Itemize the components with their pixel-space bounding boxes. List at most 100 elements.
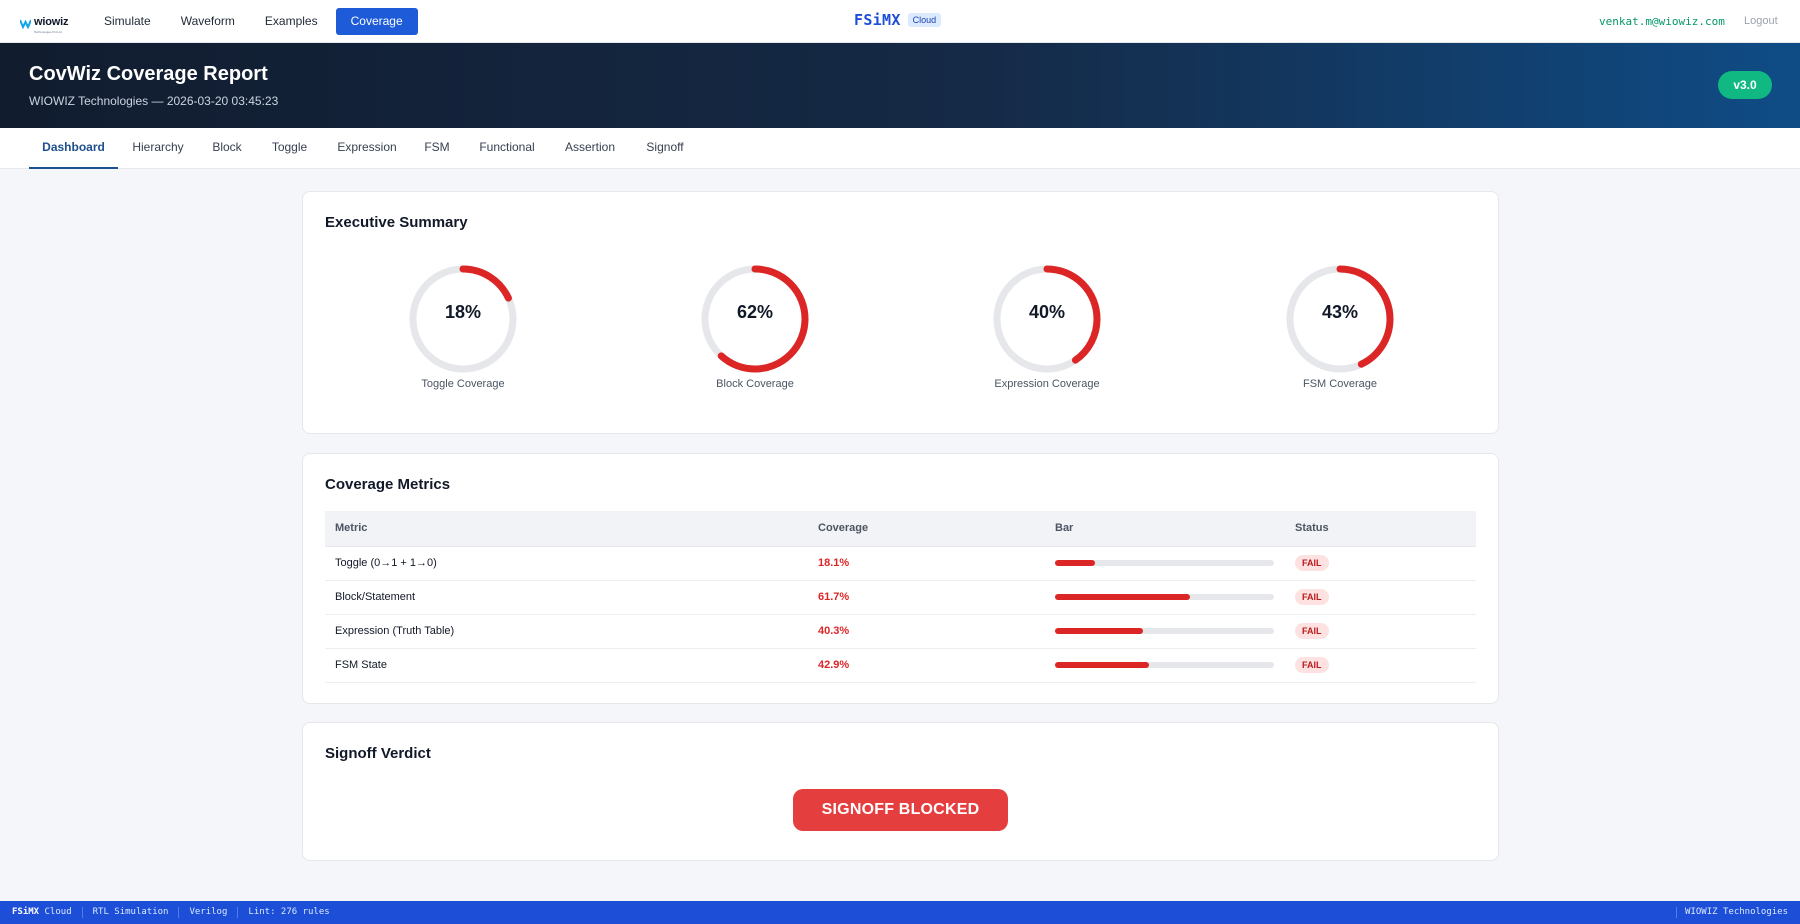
executive-summary-card: Executive Summary 18% Toggle Coverage 62… xyxy=(302,191,1499,434)
brand-name: FSiMX xyxy=(854,11,901,29)
gauge-toggle-value: 18% xyxy=(444,302,482,322)
gauge-expression-ring xyxy=(993,265,1101,373)
status-bar-company: WIOWIZ Technologies xyxy=(1676,907,1788,918)
nav-examples[interactable]: Examples xyxy=(253,8,330,35)
header-bar[interactable]: Bar xyxy=(1045,511,1285,547)
metric-bar-cell xyxy=(1045,546,1285,581)
tab-expression[interactable]: Expression xyxy=(337,140,397,154)
gauge-block-ring xyxy=(701,265,809,373)
coverage-bar xyxy=(1055,662,1274,668)
signoff-blocked-button[interactable]: SIGNOFF BLOCKED xyxy=(793,789,1008,831)
main-nav: Simulate Waveform Examples Coverage xyxy=(92,8,418,35)
metric-name: Expression (Truth Table) xyxy=(325,614,808,649)
metric-coverage: 40.3% xyxy=(808,614,1045,649)
tab-signoff[interactable]: Signoff xyxy=(646,140,684,154)
gauge-expression-arc xyxy=(993,265,1101,373)
tab-functional[interactable]: Functional xyxy=(479,140,535,154)
gauge-block-label: Block Coverage xyxy=(716,378,794,390)
gauge-fsm-ring xyxy=(1286,265,1394,373)
top-navigation: wiowiz Technologies Pvt Ltd Simulate Wav… xyxy=(0,0,1800,43)
gauge-expression-value: 40% xyxy=(1028,302,1066,322)
coverage-bar xyxy=(1055,628,1274,634)
gauge-fsm-arc xyxy=(1286,265,1394,373)
header-status[interactable]: Status xyxy=(1285,511,1476,547)
metric-name: Block/Statement xyxy=(325,580,808,615)
status-bar-left: FSiMX Cloud RTL Simulation Verilog Lint:… xyxy=(12,907,340,918)
metric-status-cell: FAIL xyxy=(1285,648,1476,683)
nav-simulate[interactable]: Simulate xyxy=(92,8,163,35)
gauge-toggle-ring xyxy=(409,265,517,373)
report-tabs: Dashboard Hierarchy Block Toggle Express… xyxy=(0,128,1800,169)
status-bar-lint: Lint: 276 rules xyxy=(248,907,330,917)
logout-link[interactable]: Logout xyxy=(1744,15,1778,27)
metric-status-cell: FAIL xyxy=(1285,580,1476,615)
status-bar: FSiMX Cloud RTL Simulation Verilog Lint:… xyxy=(0,901,1800,924)
status-bar-brand: FSiMX xyxy=(12,907,40,917)
gauge-block: 62% Block Coverage xyxy=(655,265,855,395)
table-header-row: Metric Coverage Bar Status xyxy=(325,511,1476,547)
header-coverage[interactable]: Coverage xyxy=(808,511,1045,547)
user-email[interactable]: venkat.m@wiowiz.com xyxy=(1599,15,1725,28)
nav-waveform[interactable]: Waveform xyxy=(169,8,247,35)
metric-status-cell: FAIL xyxy=(1285,614,1476,649)
version-badge: v3.0 xyxy=(1718,71,1772,99)
signoff-verdict-title: Signoff Verdict xyxy=(325,745,431,762)
status-bar-product: FSiMX Cloud xyxy=(12,907,83,918)
metric-name: FSM State xyxy=(325,648,808,683)
coverage-metrics-table: Metric Coverage Bar Status Toggle (0→1 +… xyxy=(325,511,1476,683)
table-row[interactable]: Toggle (0→1 + 1→0) 18.1% FAIL xyxy=(325,546,1476,581)
status-badge: FAIL xyxy=(1295,555,1329,571)
table-row[interactable]: FSM State 42.9% FAIL xyxy=(325,648,1476,683)
gauge-toggle: 18% Toggle Coverage xyxy=(363,265,563,395)
coverage-bar-fill xyxy=(1055,662,1149,668)
table-row[interactable]: Block/Statement 61.7% FAIL xyxy=(325,580,1476,615)
status-bar-brand-suffix: Cloud xyxy=(44,907,72,917)
table-row[interactable]: Expression (Truth Table) 40.3% FAIL xyxy=(325,614,1476,649)
status-badge: FAIL xyxy=(1295,657,1329,673)
tab-block[interactable]: Block xyxy=(212,140,242,154)
coverage-metrics-title: Coverage Metrics xyxy=(325,476,451,493)
status-bar-language: Verilog xyxy=(179,907,239,918)
coverage-metrics-card: Coverage Metrics Metric Coverage Bar Sta… xyxy=(302,453,1499,704)
status-badge: FAIL xyxy=(1295,589,1329,605)
coverage-bar xyxy=(1055,560,1274,566)
gauge-toggle-label: Toggle Coverage xyxy=(421,378,505,390)
product-brand: FSiMX Cloud xyxy=(854,11,942,29)
gauge-fsm: 43% FSM Coverage xyxy=(1240,265,1440,395)
gauge-fsm-value: 43% xyxy=(1321,302,1359,322)
metric-coverage: 61.7% xyxy=(808,580,1045,615)
gauge-block-value: 62% xyxy=(736,302,774,322)
logo-text-group: wiowiz Technologies Pvt Ltd xyxy=(34,12,69,35)
header-metric[interactable]: Metric xyxy=(325,511,808,547)
wiowiz-logo[interactable]: wiowiz Technologies Pvt Ltd xyxy=(20,12,68,34)
tab-hierarchy[interactable]: Hierarchy xyxy=(132,140,184,154)
status-bar-mode: RTL Simulation xyxy=(83,907,180,918)
gauge-expression: 40% Expression Coverage xyxy=(947,265,1147,395)
metric-coverage: 42.9% xyxy=(808,648,1045,683)
coverage-bar-fill xyxy=(1055,594,1191,600)
metric-bar-cell xyxy=(1045,648,1285,683)
executive-summary-title: Executive Summary xyxy=(325,214,468,231)
tab-fsm[interactable]: FSM xyxy=(424,140,450,154)
tab-dashboard[interactable]: Dashboard xyxy=(29,128,118,169)
coverage-bar xyxy=(1055,594,1274,600)
page-title: CovWiz Coverage Report xyxy=(29,63,268,85)
tab-assertion[interactable]: Assertion xyxy=(564,140,616,154)
nav-coverage[interactable]: Coverage xyxy=(335,8,418,35)
logo-text: wiowiz xyxy=(34,16,69,28)
metric-bar-cell xyxy=(1045,580,1285,615)
brand-badge: Cloud xyxy=(907,13,942,27)
gauge-expression-label: Expression Coverage xyxy=(994,378,1100,390)
signoff-verdict-card: Signoff Verdict SIGNOFF BLOCKED xyxy=(302,722,1499,861)
report-subtitle: WIOWIZ Technologies — 2026-03-20 03:45:2… xyxy=(29,94,279,108)
gauge-toggle-arc xyxy=(409,265,517,373)
metric-coverage: 18.1% xyxy=(808,546,1045,581)
gauge-block-arc xyxy=(701,265,809,373)
tab-toggle[interactable]: Toggle xyxy=(271,140,308,154)
gauge-fsm-label: FSM Coverage xyxy=(1303,378,1377,390)
metric-bar-cell xyxy=(1045,614,1285,649)
report-header: CovWiz Coverage Report WIOWIZ Technologi… xyxy=(0,43,1800,128)
logo-tagline: Technologies Pvt Ltd xyxy=(34,30,62,34)
coverage-bar-fill xyxy=(1055,560,1095,566)
metric-name: Toggle (0→1 + 1→0) xyxy=(325,546,808,581)
